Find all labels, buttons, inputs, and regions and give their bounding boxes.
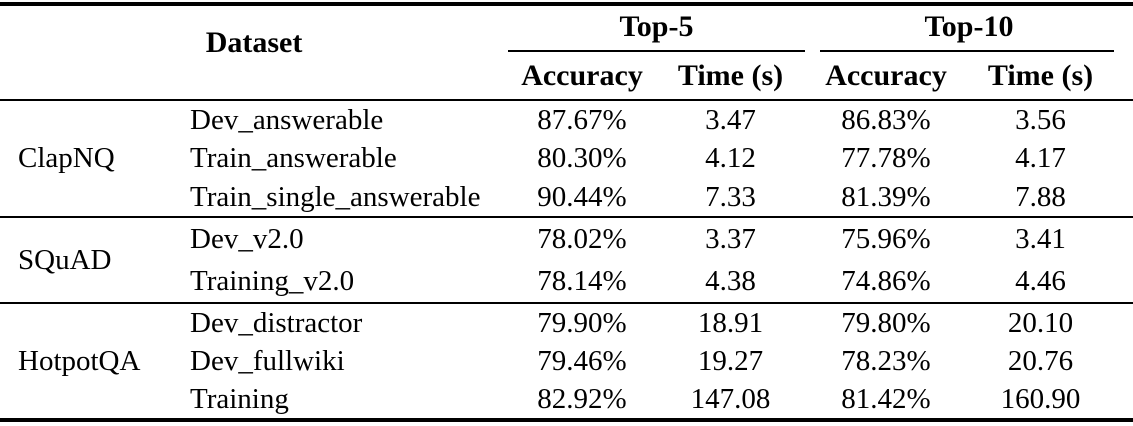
top10-accuracy-cell: 81.39%: [841, 180, 931, 213]
dataset-column-header: Dataset: [0, 4, 508, 100]
dataset-header-label: Dataset: [205, 25, 303, 59]
dataset-name-cell: Train_single_answerable: [190, 180, 481, 213]
top10-time-cell: 3.56: [1015, 103, 1066, 136]
table-row: HotpotQA Dev_distractor 79.90% 18.91 79.80% 2…: [0, 303, 1133, 377]
top5-accuracy-cell: 87.67%: [537, 103, 627, 136]
table-row: Train_answerable 80.30% 4.12 77.78% 4.17: [0, 139, 1133, 178]
group-squad: SQuAD Dev_v2.0 78.02% 3.37 75.96% 3.41 Trainin…: [0, 217, 1133, 303]
group-name-cell: SQuAD: [18, 243, 112, 276]
top5-cmidrule: [508, 50, 806, 52]
group-hotpotqa: HotpotQA Dev_distractor 79.90% 18.91 79.80% 2…: [0, 303, 1133, 420]
top10-accuracy-cell: 77.78%: [841, 142, 931, 174]
top10-group-label: Top-10: [924, 10, 1014, 43]
top5-time-header: Time (s): [656, 52, 806, 101]
header-group-row: Dataset Top-5 Top-10: [0, 4, 1133, 59]
top5-accuracy-cell: 78.02%: [537, 222, 627, 255]
table-row: ClapNQ Dev_answerable 87.67% 3.47 86.83% 3.56: [0, 100, 1133, 175]
top10-time-cell: 20.10: [1007, 306, 1074, 339]
top5-time-cell: 18.91: [697, 306, 764, 339]
top5-accuracy-cell: 79.46%: [537, 345, 627, 377]
top10-time-cell: 4.46: [1015, 264, 1066, 297]
dataset-name-cell: Train_answerable: [190, 142, 397, 174]
top10-accuracy-cell: 74.86%: [841, 264, 931, 297]
top10-accuracy-cell: 86.83%: [841, 103, 931, 136]
top5-time-cell: 19.27: [697, 345, 764, 377]
group-name-cell: HotpotQA: [18, 344, 141, 377]
dataset-name-cell: Dev_fullwiki: [190, 345, 345, 377]
top5-accuracy-cell: 90.44%: [537, 180, 627, 213]
dataset-name-cell: Dev_answerable: [190, 103, 384, 136]
top5-accuracy-cell: 78.14%: [537, 264, 627, 297]
dataset-name-cell: Dev_v2.0: [190, 222, 304, 255]
table-row: Training 82.92% 147.08 81.42% 160.90: [0, 381, 1133, 420]
table-row: SQuAD Dev_v2.0 78.02% 3.37 75.96% 3.41: [0, 217, 1133, 276]
top10-accuracy-cell: 75.96%: [841, 222, 931, 255]
top10-time-cell: 4.17: [1015, 142, 1066, 174]
top5-time-cell: 4.38: [705, 264, 756, 297]
header-sub-row: Accuracy Time (s) Accuracy Time (s): [0, 52, 1133, 101]
top10-time-cell: 160.90: [1000, 383, 1081, 415]
top10-time-cell: 3.41: [1015, 222, 1066, 255]
dataset-name-cell: Training_v2.0: [190, 264, 355, 297]
top5-time-cell: 147.08: [690, 383, 771, 415]
top10-accuracy-cell: 78.23%: [841, 345, 931, 377]
table-row: Training_v2.0 78.14% 4.38 74.86% 4.46: [0, 260, 1133, 303]
top5-accuracy-cell: 79.90%: [537, 306, 627, 339]
top10-cmidrule: [820, 50, 1115, 52]
table-header: Dataset Top-5 Top-10 Accuracy Time (s) A…: [0, 4, 1133, 101]
dataset-name-cell: Dev_distractor: [190, 306, 363, 339]
top10-accuracy-header: Accuracy: [805, 52, 968, 101]
top5-time-cell: 3.37: [705, 222, 756, 255]
dataset-name-cell: Training: [190, 383, 289, 415]
top10-time-header: Time (s): [967, 52, 1133, 101]
top10-group-header: Top-10: [805, 4, 1133, 52]
top10-accuracy-cell: 79.80%: [841, 306, 931, 339]
top5-time-cell: 3.47: [705, 103, 756, 136]
table-row: Dev_fullwiki 79.46% 19.27 78.23% 20.76: [0, 342, 1133, 381]
top10-time-cell: 7.88: [1015, 180, 1066, 213]
top5-time-cell: 4.12: [705, 142, 756, 174]
top5-accuracy-header: Accuracy: [508, 52, 657, 101]
group-name-cell: ClapNQ: [18, 142, 115, 174]
top10-time-cell: 20.76: [1007, 345, 1074, 377]
group-clapnq: ClapNQ Dev_answerable 87.67% 3.47 86.83% 3.56…: [0, 100, 1133, 217]
top10-accuracy-cell: 81.42%: [841, 383, 931, 415]
top5-accuracy-cell: 82.92%: [537, 383, 627, 415]
table-row: Train_single_answerable 90.44% 7.33 81.39% 7…: [0, 178, 1133, 217]
top5-time-cell: 7.33: [705, 180, 756, 213]
top5-group-label: Top-5: [619, 10, 694, 43]
top5-group-header: Top-5: [508, 4, 806, 52]
top5-accuracy-cell: 80.30%: [537, 142, 627, 174]
